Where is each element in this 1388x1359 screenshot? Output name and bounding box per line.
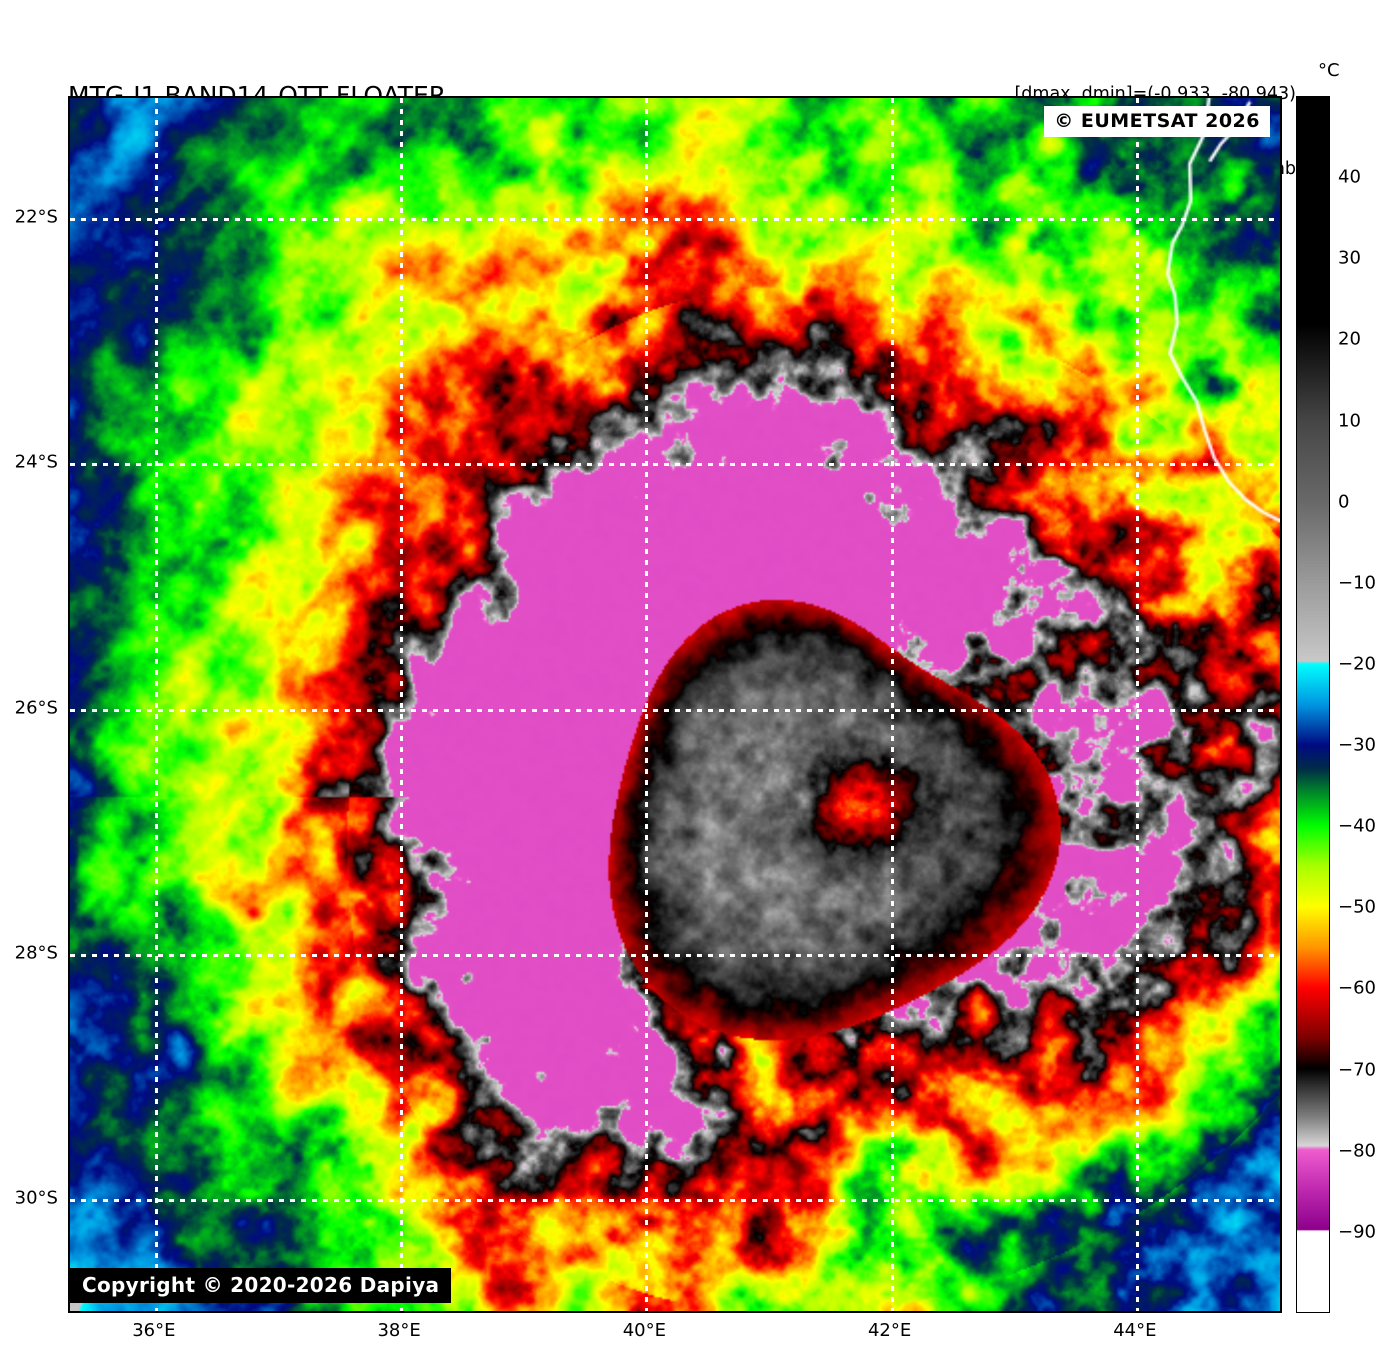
colorbar-tick-label: −70 [1338, 1059, 1376, 1081]
colorbar-tick-label: −10 [1338, 572, 1376, 594]
y-axis-tick-label: 26°S [14, 697, 58, 719]
eumetsat-watermark: © EUMETSAT 2026 [1044, 106, 1270, 137]
colorbar-tick-label: −20 [1338, 653, 1376, 675]
colorbar-tick-label: 0 [1338, 491, 1350, 513]
colorbar-gradient [1297, 97, 1329, 1312]
colorbar-tick-label: −90 [1338, 1221, 1376, 1243]
colorbar-unit-label: °C [1318, 60, 1340, 81]
colorbar-tick-label: −50 [1338, 896, 1376, 918]
colorbar-tick-label: −40 [1338, 815, 1376, 837]
y-axis-tick-label: 24°S [14, 451, 58, 473]
x-axis-tick-label: 44°E [1113, 1320, 1157, 1341]
dapiya-copyright-watermark: Copyright © 2020-2026 Dapiya [70, 1268, 452, 1303]
y-axis-tick-label: 22°S [14, 206, 58, 228]
colorbar[interactable] [1296, 96, 1330, 1313]
x-axis-tick-label: 42°E [867, 1320, 912, 1341]
x-axis-tick-label: 38°E [377, 1320, 421, 1341]
satellite-imagery-canvas [70, 98, 1280, 1311]
satellite-image-plot[interactable]: © EUMETSAT 2026 Copyright © 2020-2026 Da… [68, 96, 1282, 1313]
colorbar-tick-label: 20 [1338, 328, 1361, 350]
x-axis-tick-label: 36°E [132, 1320, 176, 1341]
y-axis-tick-label: 30°S [14, 1187, 58, 1209]
x-axis-tick-label: 40°E [622, 1320, 666, 1341]
colorbar-tick-label: −60 [1338, 977, 1376, 999]
page-title: MTG-I1 BAND14-OTT FLOATER [68, 81, 447, 110]
colorbar-tick-label: 30 [1338, 247, 1361, 269]
colorbar-tick-label: 40 [1338, 166, 1361, 188]
colorbar-tick-label: −80 [1338, 1140, 1376, 1162]
colorbar-tick-label: 10 [1338, 410, 1361, 432]
colorbar-tick-label: −30 [1338, 734, 1376, 756]
y-axis-tick-label: 28°S [14, 942, 58, 964]
